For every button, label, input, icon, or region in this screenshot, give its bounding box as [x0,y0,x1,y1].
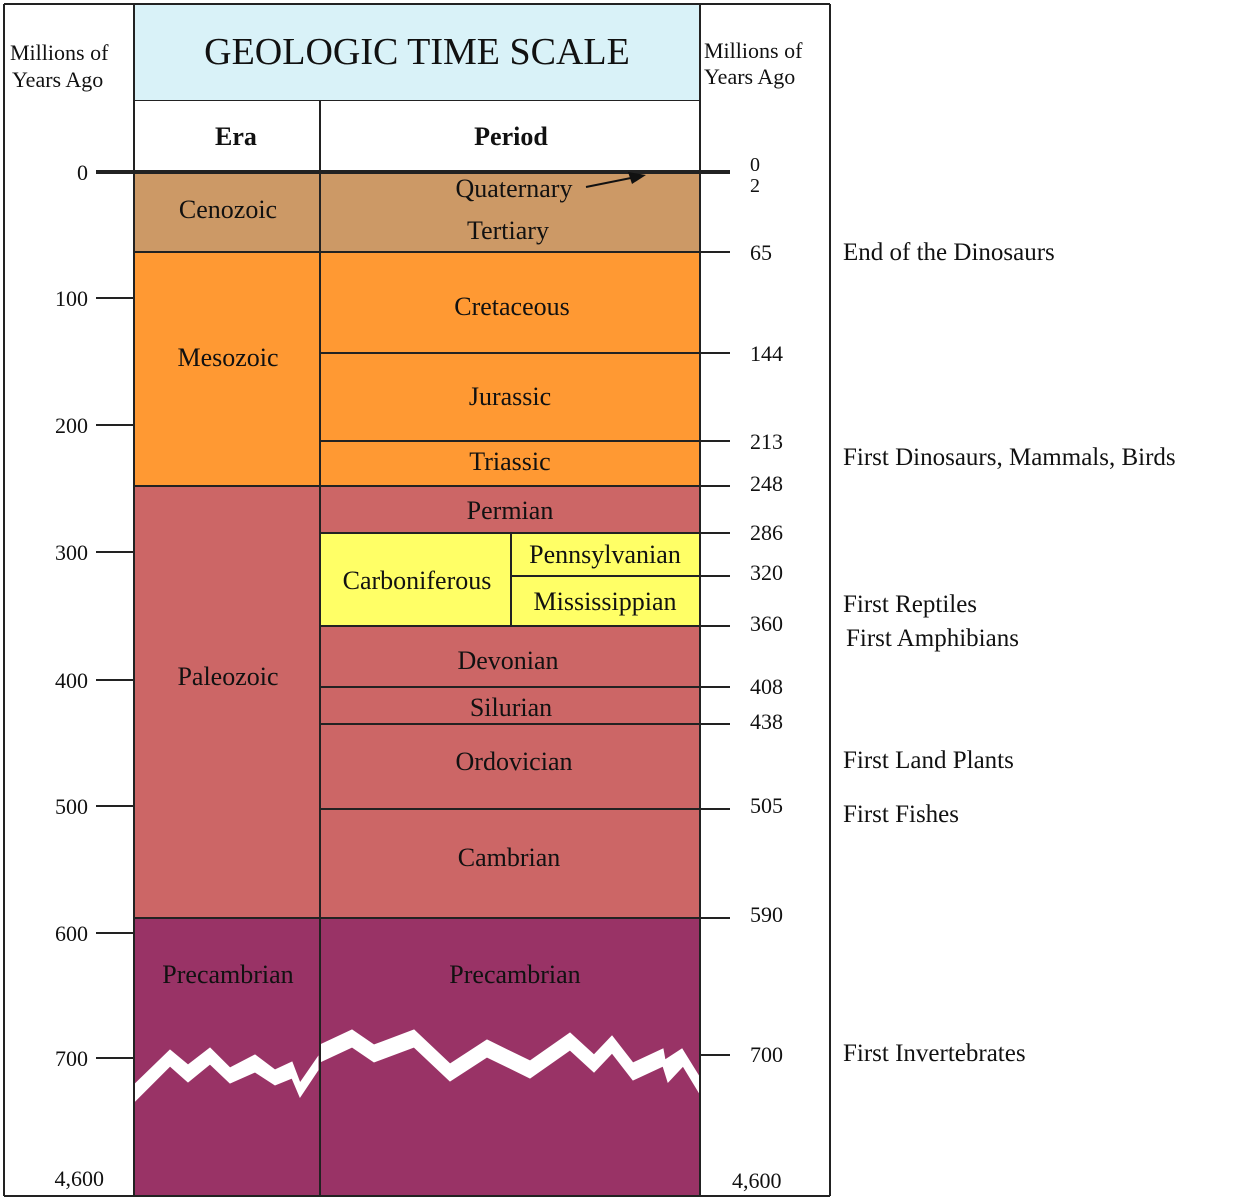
time-break-zigzag-era [133,1047,319,1104]
event-first-invertebrates: First Invertebrates [843,1040,1026,1067]
boundary-age-label: 2 [750,175,760,197]
left-bottom-label: 4,600 [55,1166,105,1191]
boundary-age-label: 286 [750,520,783,545]
era-column-header: Era [215,122,257,151]
quaternary-arrow-shaft [585,176,637,188]
left-tick-label: 300 [55,540,88,565]
boundary-age-label: 65 [750,240,772,265]
quaternary-arrow-head [628,172,646,184]
boundary-age-label: 213 [750,429,783,454]
period-label-cretaceous: Cretaceous [454,292,570,321]
boundary-age-label: 438 [750,709,783,734]
event-first-amphibians: First Amphibians [846,625,1019,652]
period-label-jurassic: Jurassic [469,382,551,411]
left-tick-label: 100 [55,286,88,311]
boundary-age-label: 248 [750,471,783,496]
boundary-age-label: 144 [750,341,783,366]
period-label-pennsylvanian: Pennsylvanian [529,540,681,569]
chart-frame [3,3,831,1197]
cenozoic-block [134,172,700,252]
period-label-quaternary: Quaternary [456,174,573,203]
period-label-carboniferous: Carboniferous [343,566,492,595]
left-tick-label: 0 [77,160,88,185]
period-label-permian: Permian [467,496,554,525]
event-first-dinosaurs-mammals-birds: First Dinosaurs, Mammals, Birds [843,444,1176,471]
period-label-cambrian: Cambrian [458,843,561,872]
event-end-of-dinosaurs: End of the Dinosaurs [843,239,1055,266]
era-label-paleozoic: Paleozoic [177,662,278,691]
boundary-age-label: 320 [750,560,783,585]
period-label-precambrian: Precambrian [449,960,580,989]
period-label-devonian: Devonian [457,646,558,675]
boundary-age-label: 505 [750,793,783,818]
left-tick-marks [96,297,134,1059]
period-label-ordovician: Ordovician [456,747,573,776]
event-first-land-plants: First Land Plants [843,747,1014,774]
boundary-lines [96,170,730,1056]
left-axis-label-line1: Millions of [10,40,109,65]
period-label-triassic: Triassic [469,447,550,476]
left-tick-label: 500 [55,794,88,819]
boundary-age-label: 408 [750,674,783,699]
left-tick-label: 400 [55,668,88,693]
right-axis-label-line2: Years Ago [704,64,795,89]
event-first-fishes: First Fishes [843,801,959,828]
period-label-tertiary: Tertiary [467,216,549,245]
boundary-age-label: 590 [750,902,783,927]
diagram-title: GEOLOGIC TIME SCALE [204,31,630,73]
period-column-header: Period [474,122,548,151]
left-tick-label: 200 [55,413,88,438]
period-label-silurian: Silurian [470,693,552,722]
era-label-cenozoic: Cenozoic [179,195,277,224]
period-label-mississippian: Mississippian [533,587,676,616]
column-header-row [134,101,700,172]
boundary-age-label: 360 [750,611,783,636]
mesozoic-block [134,252,700,486]
right-axis-label-line1: Millions of [704,38,803,63]
era-label-mesozoic: Mesozoic [177,343,278,372]
left-tick-label: 700 [55,1046,88,1071]
era-label-precambrian: Precambrian [162,960,293,989]
boundary-age-label: 700 [750,1042,783,1067]
event-first-reptiles: First Reptiles [843,591,977,618]
right-bottom-label: 4,600 [732,1168,782,1193]
left-tick-label: 600 [55,921,88,946]
boundary-age-label: 0 [750,154,760,176]
left-axis-label-line2: Years Ago [12,67,103,92]
